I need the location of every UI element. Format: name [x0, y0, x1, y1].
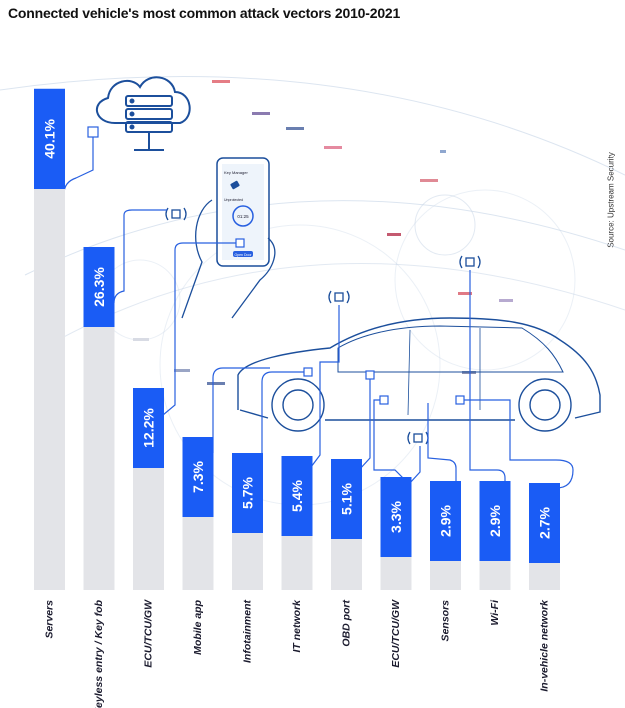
bar-track: [83, 327, 115, 590]
bars-layer: 40.1% Servers 26.3% Keyless entry / Key fob…: [34, 88, 560, 708]
bar-track: [133, 468, 164, 590]
endpoint-marker: [455, 395, 465, 405]
phone-app-timer: 01:25: [237, 214, 249, 219]
bar-track: [479, 561, 511, 590]
endpoint-marker: [379, 395, 389, 405]
bar-track: [529, 563, 560, 590]
data-label: 2.7%: [537, 506, 553, 538]
phone-app-header: Key Manager: [224, 170, 248, 175]
data-label: 26.3%: [91, 267, 107, 307]
smartphone-key-app-icon: Key Manager Unprotected 01:25 Open Door: [181, 157, 276, 319]
data-label: 2.9%: [487, 504, 503, 536]
connector-endpoints: [87, 126, 465, 405]
bar: [182, 437, 214, 517]
category-label: Sensors: [440, 600, 452, 642]
bar: [133, 388, 164, 468]
bar: [529, 483, 560, 563]
category-label: ECU/TCU/GW: [143, 599, 155, 668]
bar-track: [430, 561, 461, 590]
bar: [83, 247, 115, 327]
bar: [281, 456, 313, 536]
endpoint-marker: [87, 126, 99, 138]
phone-app-status: Unprotected: [224, 198, 243, 202]
bar-track: [182, 517, 214, 590]
category-label: In-vehicle network: [539, 599, 551, 692]
data-label: 5.4%: [289, 479, 305, 511]
deco-dash: [324, 146, 342, 149]
deco-dash: [458, 292, 472, 295]
decorative-dashes: [133, 80, 513, 385]
deco-dash: [207, 382, 225, 385]
deco-dash: [133, 338, 149, 341]
data-label: 40.1%: [42, 118, 58, 158]
bar-track: [281, 536, 313, 590]
data-label: 5.1%: [339, 482, 355, 514]
connector-lines: [63, 133, 574, 489]
phone-app-button: Open Door: [234, 253, 252, 257]
deco-dash: [212, 80, 230, 83]
category-label: OBD port: [341, 600, 353, 647]
bar: [232, 453, 263, 533]
connector-it-network: [310, 305, 340, 468]
connector-obd: [358, 375, 371, 471]
bar-track: [331, 539, 362, 590]
wireless-signal-icon: [328, 290, 350, 304]
connector-keyless: [113, 209, 167, 304]
category-label: Keyless entry / Key fob: [93, 599, 105, 708]
connector-wifi: [469, 270, 506, 488]
deco-dash: [174, 369, 190, 372]
category-label: Infotainment: [242, 600, 254, 663]
wireless-signal-icons: [165, 207, 481, 445]
data-label: 5.7%: [240, 476, 256, 508]
bar: [430, 481, 461, 561]
wireless-signal-icon: [407, 431, 429, 445]
category-label: ECU/TCU/GW: [390, 599, 402, 668]
data-label: 3.3%: [388, 500, 404, 532]
endpoint-marker: [235, 238, 245, 248]
category-label: Mobile app: [192, 599, 204, 654]
category-label: Servers: [44, 600, 56, 639]
page-title: Connected vehicle's most common attack v…: [8, 5, 401, 21]
deco-dash: [387, 233, 401, 236]
car-outline-icon: [237, 317, 601, 432]
bar: [34, 88, 65, 189]
bar-track: [380, 557, 412, 590]
category-label: Wi-Fi: [489, 599, 501, 626]
deco-dash: [286, 127, 304, 130]
data-label: 2.9%: [438, 504, 454, 536]
data-label: 12.2%: [141, 408, 157, 448]
wireless-signal-icon: [459, 255, 481, 269]
connector-in-vehicle: [460, 399, 574, 489]
data-label: 7.3%: [190, 460, 206, 492]
deco-dash: [252, 112, 270, 115]
connector-servers: [63, 133, 94, 195]
connector-ecu-1: [162, 242, 240, 416]
connector-infotainment: [261, 371, 308, 462]
wireless-signal-icon: [165, 207, 187, 221]
deco-dash: [420, 179, 438, 182]
bar-track: [232, 533, 263, 590]
connector-mobile: [212, 367, 270, 453]
endpoint-marker: [303, 367, 313, 377]
bar: [380, 477, 412, 557]
connector-ecu-2: [373, 399, 421, 485]
bar-track: [34, 189, 65, 590]
bar: [479, 481, 511, 561]
deco-dash: [440, 150, 446, 153]
deco-dash: [499, 299, 513, 302]
endpoint-marker: [365, 370, 375, 380]
category-label: IT network: [291, 599, 303, 653]
connector-sensors: [427, 403, 457, 488]
bar: [331, 459, 362, 539]
cloud-server-icon: [96, 76, 191, 151]
background-decoration: [0, 75, 625, 506]
